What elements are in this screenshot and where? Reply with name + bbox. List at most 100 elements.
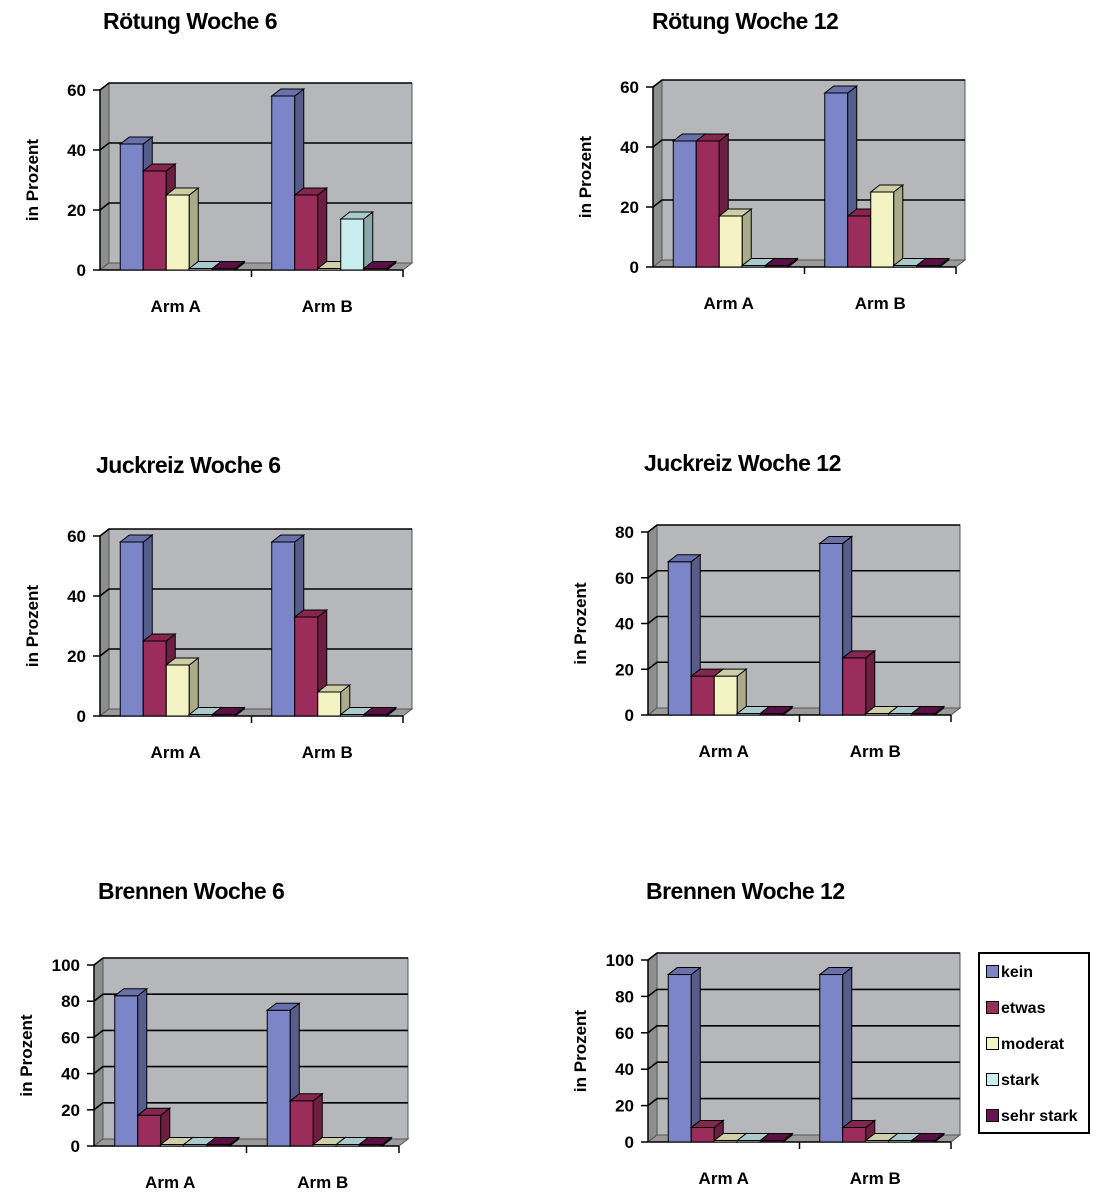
bar [818, 966, 854, 1144]
side-wall [647, 951, 658, 1144]
legend-swatch [986, 1109, 999, 1122]
bar-top [910, 706, 946, 714]
x-tick-label: Arm A [699, 742, 749, 761]
y-tick-label: 40 [67, 141, 86, 160]
y-tick-label: 40 [615, 1060, 634, 1079]
y-tick-label: 0 [77, 261, 86, 280]
bar-side [188, 186, 199, 272]
y-tick-label: 20 [620, 198, 639, 217]
bar [362, 706, 398, 718]
chart-panel-roetung-w12: Rötung Woche 12 0 20 40 60 in Prozent Arm A Ar… [548, 0, 1096, 340]
y-tick-label: 20 [67, 201, 86, 220]
bar-face [289, 1100, 314, 1147]
gridline [93, 1029, 408, 1039]
gridline [647, 1025, 960, 1034]
bar-side [842, 966, 853, 1144]
bar [293, 186, 329, 272]
y-axis-label: in Prozent [17, 1014, 36, 1097]
bar-face [165, 194, 190, 271]
legend-label: moderat [1001, 1036, 1065, 1053]
gridline [647, 569, 960, 579]
gridline [93, 993, 408, 1002]
bar-face [294, 616, 319, 717]
bar-top [666, 554, 702, 563]
bar-side [363, 210, 374, 272]
bar-face [271, 541, 296, 717]
gridline [652, 199, 965, 208]
bar-top [316, 684, 352, 693]
legend-swatch [986, 1037, 999, 1050]
chart-title: Rötung Woche 6 [103, 8, 278, 34]
chart-svg: 0 20 40 60 80 100 in Prozent Arm A Arm B [571, 951, 962, 1188]
bar [205, 1136, 241, 1148]
bar-side [317, 186, 328, 272]
legend-swatch [986, 1073, 999, 1086]
gridline [652, 139, 965, 148]
y-tick-label: 40 [61, 1065, 80, 1084]
side-wall [99, 81, 110, 272]
bar-face [266, 1009, 291, 1147]
bar [164, 656, 200, 718]
bar-top [362, 707, 398, 715]
chart-title: Brennen Woche 12 [646, 878, 845, 904]
bar-top [136, 1107, 172, 1116]
chart-panel-juckreiz-w6: Juckreiz Woche 6 0 20 40 60 in Prozent Arm A A… [0, 440, 548, 780]
bar-top [118, 534, 154, 543]
bar [357, 1136, 393, 1148]
chart-title: Rötung Woche 12 [652, 8, 839, 34]
bar-face [142, 640, 167, 717]
bar [717, 207, 753, 269]
y-tick-label: 20 [61, 1101, 80, 1120]
x-tick-label: Arm B [850, 1169, 901, 1188]
bar [910, 705, 946, 717]
bar [113, 987, 149, 1148]
bar [763, 257, 799, 269]
gridline [93, 1065, 408, 1075]
legend-label: kein [1001, 964, 1034, 981]
y-tick-label: 0 [625, 706, 634, 725]
y-tick-label: 40 [615, 615, 634, 634]
legend-label: etwas [1001, 1000, 1046, 1017]
chart-panel-juckreiz-w12: Juckreiz Woche 12 0 20 40 60 80 in Prozent Arm… [548, 440, 1096, 780]
bar-face [695, 140, 720, 268]
gridline [647, 615, 960, 625]
bar [712, 668, 748, 717]
bar-face [690, 1126, 715, 1143]
y-tick-label: 100 [606, 951, 634, 970]
y-tick-label: 100 [52, 956, 80, 975]
bar-top [712, 668, 748, 677]
bar [210, 260, 246, 272]
x-tick-label: Arm B [855, 294, 906, 313]
y-axis-label: in Prozent [23, 139, 42, 222]
bar-top [210, 261, 246, 269]
bar-face [271, 95, 296, 271]
bar-top [362, 261, 398, 269]
side-wall [99, 527, 110, 718]
bar-side [741, 207, 752, 269]
y-tick-label: 40 [67, 587, 86, 606]
y-axis-label: in Prozent [571, 1010, 590, 1093]
bar-face [718, 215, 743, 268]
legend-item-stark: stark [986, 1072, 1039, 1090]
bar-top [915, 258, 951, 266]
bar-top [113, 988, 149, 997]
bar-side [690, 966, 701, 1144]
y-tick-label: 60 [61, 1028, 80, 1047]
bar [910, 1132, 946, 1144]
gridline [647, 1097, 960, 1107]
y-tick-label: 60 [615, 569, 634, 588]
y-tick-label: 20 [67, 647, 86, 666]
bar-top [666, 967, 702, 976]
chart-svg: 0 20 40 60 80 in Prozent Arm A Arm B [571, 523, 962, 761]
bar-top [270, 88, 306, 97]
bar-face [119, 541, 144, 717]
bar [758, 705, 794, 717]
bar-face [672, 140, 697, 268]
bar [136, 1107, 172, 1148]
gridline [99, 528, 412, 537]
chart-panel-roetung-w6: Rötung Woche 6 0 20 40 60 in Prozent Arm A Arm… [0, 0, 548, 340]
y-axis-label: in Prozent [576, 136, 595, 219]
legend-swatch [986, 965, 999, 978]
bar-side [865, 649, 876, 717]
bar-top [141, 163, 177, 172]
